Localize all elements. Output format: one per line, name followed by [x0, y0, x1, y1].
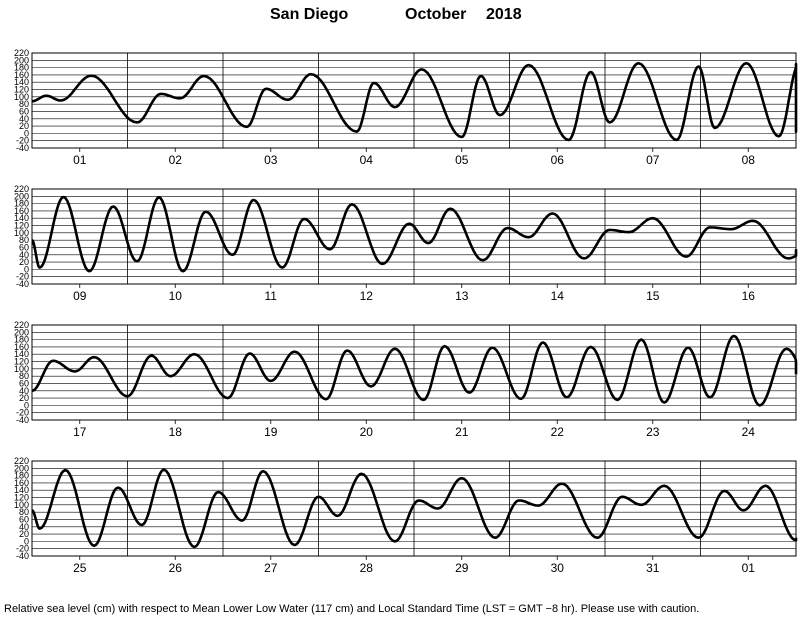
day-label: 10	[169, 289, 183, 303]
day-label: 30	[551, 561, 565, 575]
day-label: 07	[646, 153, 660, 167]
y-tick-label: 140	[14, 349, 29, 359]
y-tick-label: -40	[16, 415, 29, 425]
y-tick-label: 0	[24, 264, 29, 274]
y-tick-label: 80	[19, 371, 29, 381]
y-tick-label: 160	[14, 206, 29, 216]
day-label: 03	[264, 153, 278, 167]
y-tick-label: 100	[14, 92, 29, 102]
day-label: 17	[73, 425, 87, 439]
day-label: 15	[646, 289, 660, 303]
y-tick-label: -20	[16, 136, 29, 146]
title-year: 2018	[486, 6, 522, 23]
y-tick-label: 220	[14, 48, 29, 58]
day-label: 13	[455, 289, 469, 303]
y-tick-label: 120	[14, 493, 29, 503]
y-tick-label: 80	[19, 235, 29, 245]
y-tick-label: 140	[14, 213, 29, 223]
day-label: 31	[646, 561, 660, 575]
tide-line	[31, 334, 798, 407]
y-tick-label: 200	[14, 463, 29, 473]
tide-line	[31, 195, 798, 273]
day-label: 22	[551, 425, 565, 439]
y-tick-label: 220	[14, 456, 29, 466]
y-tick-label: 40	[19, 114, 29, 124]
chart-title: San Diego October 2018	[0, 6, 800, 28]
y-tick-label: 60	[19, 514, 29, 524]
y-tick-label: 80	[19, 99, 29, 109]
tide-line	[31, 61, 798, 142]
y-tick-label: 40	[19, 250, 29, 260]
y-tick-label: 100	[14, 228, 29, 238]
day-label: 02	[169, 153, 183, 167]
y-tick-label: 180	[14, 199, 29, 209]
day-label: 08	[742, 153, 756, 167]
y-tick-label: 160	[14, 70, 29, 80]
y-tick-label: 40	[19, 522, 29, 532]
y-tick-label: -20	[16, 544, 29, 554]
y-tick-label: 200	[14, 327, 29, 337]
y-tick-label: -40	[16, 551, 29, 561]
y-tick-label: 0	[24, 400, 29, 410]
day-label: 23	[646, 425, 660, 439]
day-label: 26	[169, 561, 183, 575]
day-label: 01	[742, 561, 756, 575]
y-tick-label: 160	[14, 342, 29, 352]
day-label: 25	[73, 561, 87, 575]
y-tick-label: 20	[19, 121, 29, 131]
y-tick-label: 60	[19, 378, 29, 388]
y-tick-label: 80	[19, 507, 29, 517]
footer-note: Relative sea level (cm) with respect to …	[4, 603, 700, 615]
y-tick-label: 120	[14, 221, 29, 231]
title-month: October	[405, 6, 467, 23]
y-tick-label: 0	[24, 128, 29, 138]
day-label: 11	[265, 289, 278, 303]
day-label: 01	[73, 153, 87, 167]
y-tick-label: 180	[14, 335, 29, 345]
y-tick-label: 220	[14, 320, 29, 330]
y-tick-label: 100	[14, 364, 29, 374]
y-tick-label: -40	[16, 279, 29, 289]
day-label: 21	[455, 425, 469, 439]
day-label: 16	[742, 289, 756, 303]
day-label: 29	[455, 561, 469, 575]
day-label: 27	[264, 561, 278, 575]
y-tick-label: 220	[14, 184, 29, 194]
day-label: 18	[169, 425, 183, 439]
day-label: 20	[360, 425, 374, 439]
y-tick-label: 200	[14, 191, 29, 201]
y-tick-label: 20	[19, 529, 29, 539]
day-label: 24	[742, 425, 756, 439]
day-label: 09	[73, 289, 87, 303]
y-tick-label: 160	[14, 478, 29, 488]
day-label: 19	[264, 425, 278, 439]
y-tick-label: 40	[19, 386, 29, 396]
day-label: 04	[360, 153, 374, 167]
day-label: 28	[360, 561, 374, 575]
y-tick-label: 120	[14, 357, 29, 367]
y-tick-label: 140	[14, 77, 29, 87]
y-tick-label: 60	[19, 242, 29, 252]
y-tick-label: 60	[19, 106, 29, 116]
y-tick-label: 0	[24, 536, 29, 546]
y-tick-label: 180	[14, 471, 29, 481]
title-location: San Diego	[270, 6, 349, 23]
y-tick-label: -20	[16, 272, 29, 282]
y-tick-label: 140	[14, 485, 29, 495]
tide-line	[31, 468, 798, 549]
y-tick-label: -20	[16, 408, 29, 418]
y-tick-label: 180	[14, 63, 29, 73]
day-label: 12	[360, 289, 374, 303]
day-label: 14	[551, 289, 565, 303]
y-tick-label: 20	[19, 393, 29, 403]
day-label: 06	[551, 153, 565, 167]
y-tick-label: 200	[14, 55, 29, 65]
day-label: 05	[455, 153, 469, 167]
y-tick-label: 120	[14, 85, 29, 95]
y-tick-label: 20	[19, 257, 29, 267]
y-tick-label: -40	[16, 143, 29, 153]
y-tick-label: 100	[14, 500, 29, 510]
